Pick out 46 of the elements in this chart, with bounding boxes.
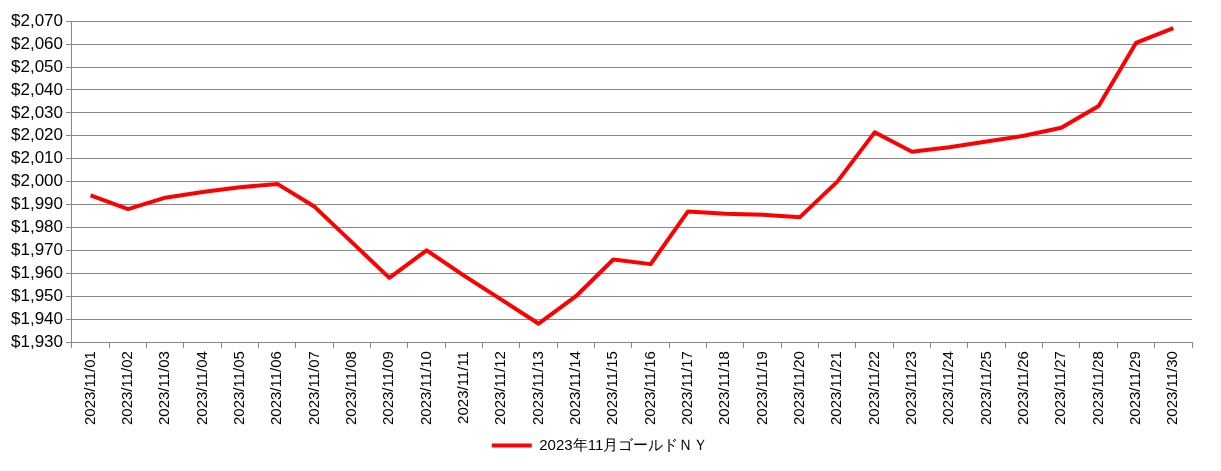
- x-tick-label: 2023/11/08: [342, 351, 360, 426]
- legend-label: 2023年11月ゴールドＮＹ: [539, 435, 709, 453]
- x-tick-label: 2023/11/23: [902, 351, 920, 426]
- y-tick-label: $1,930: [11, 331, 63, 351]
- x-tick-label: 2023/11/15: [603, 351, 621, 426]
- x-tick-label: 2023/11/29: [1126, 351, 1144, 426]
- x-tick-label: 2023/11/26: [1014, 351, 1032, 426]
- y-tick-label: $1,940: [11, 308, 63, 328]
- y-tick-label: $2,000: [11, 171, 63, 191]
- x-tick-label: 2023/11/04: [192, 351, 210, 426]
- x-tick-label: 2023/11/19: [752, 351, 770, 426]
- x-tick-label: 2023/11/14: [566, 351, 584, 426]
- y-tick-label: $2,050: [11, 56, 63, 76]
- y-tick-label: $1,980: [11, 217, 63, 237]
- y-tick-label: $1,950: [11, 285, 63, 305]
- x-tick-label: 2023/11/28: [1088, 351, 1106, 426]
- y-tick-label: $1,990: [11, 194, 63, 214]
- x-tick-label: 2023/11/27: [1051, 351, 1069, 426]
- x-tick-label: 2023/11/06: [267, 351, 285, 426]
- x-tick-label: 2023/11/22: [864, 351, 882, 426]
- x-tick-label: 2023/11/20: [790, 351, 808, 426]
- x-tick-label: 2023/11/21: [827, 351, 845, 426]
- x-tick-label: 2023/11/17: [678, 351, 696, 426]
- y-tick-label: $2,070: [11, 10, 63, 30]
- y-tick-label: $1,970: [11, 240, 63, 260]
- x-tick-label: 2023/11/13: [528, 351, 546, 426]
- x-tick-label: 2023/11/05: [230, 351, 248, 426]
- x-tick-label: 2023/11/18: [715, 351, 733, 426]
- y-tick-label: $2,010: [11, 148, 63, 168]
- x-tick-label: 2023/11/02: [118, 351, 136, 426]
- x-tick-label: 2023/11/11: [454, 351, 472, 424]
- x-tick-label: 2023/11/12: [491, 351, 509, 426]
- y-tick-label: $2,060: [11, 33, 63, 53]
- y-tick-label: $2,040: [11, 79, 63, 99]
- y-tick-label: $2,030: [11, 102, 63, 122]
- y-tick-label: $1,960: [11, 262, 63, 282]
- x-tick-label: 2023/11/24: [939, 351, 957, 426]
- y-tick-label: $2,020: [11, 125, 63, 145]
- x-tick-label: 2023/11/10: [416, 351, 434, 426]
- x-tick-label: 2023/11/25: [976, 351, 994, 426]
- x-tick-label: 2023/11/03: [155, 351, 173, 426]
- x-tick-label: 2023/11/16: [640, 351, 658, 426]
- x-tick-label: 2023/11/01: [80, 351, 98, 426]
- x-tick-label: 2023/11/09: [379, 351, 397, 426]
- x-tick-label: 2023/11/07: [304, 351, 322, 426]
- x-tick-label: 2023/11/30: [1163, 351, 1181, 426]
